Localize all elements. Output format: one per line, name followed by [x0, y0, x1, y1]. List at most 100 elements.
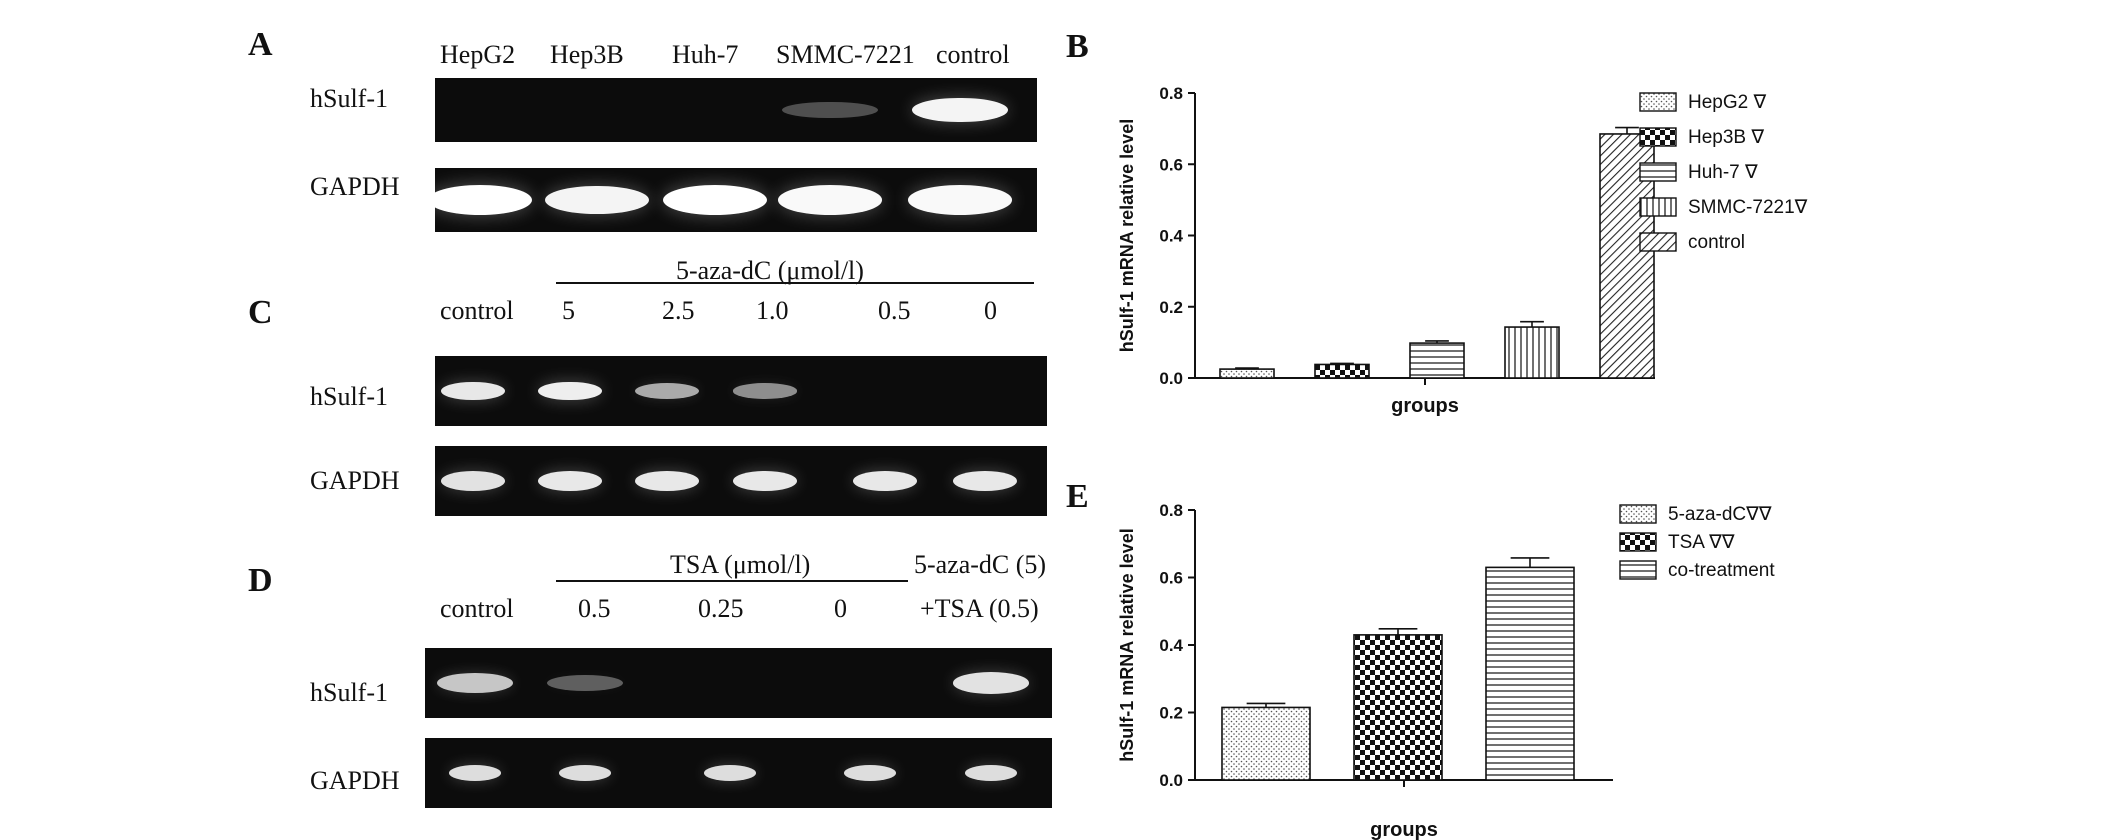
gel-band — [965, 765, 1017, 781]
gel-band — [663, 185, 767, 215]
x-axis-label: groups — [1391, 395, 1459, 417]
panel-letter-e: E — [1066, 478, 1089, 515]
bar-hep3b — [1314, 363, 1370, 379]
gel-band — [449, 765, 501, 781]
gel-band — [844, 765, 896, 781]
row-label-hsulf1: hSulf-1 — [310, 84, 388, 113]
gel-band — [635, 470, 699, 492]
legend-label: 5-aza-dC∇∇ — [1668, 504, 1772, 525]
gel-band — [545, 185, 649, 215]
legend-label: HepG2 ∇ — [1688, 92, 1766, 113]
legend-swatch — [1639, 127, 1677, 147]
lane-label-0-5: 0.5 — [878, 296, 911, 325]
gel-band — [778, 185, 882, 215]
gel-band — [441, 381, 505, 401]
legend-swatch — [1639, 197, 1677, 217]
panel-letter-a: A — [248, 26, 273, 63]
gel-band — [733, 383, 797, 399]
treatment-label: 5-aza-dC (μmol/l) — [676, 256, 864, 285]
lane-label-0-25: 0.25 — [698, 594, 744, 623]
lane-label-2-5: 2.5 — [662, 296, 695, 325]
gel-blot-gapdh — [435, 446, 1047, 516]
legend-swatch — [1619, 560, 1657, 580]
bar-hepg2 — [1219, 368, 1275, 379]
gel-blot-gapdh — [425, 738, 1052, 808]
gel-band — [704, 765, 756, 781]
lane-label-combo: +TSA (0.5) — [920, 594, 1039, 623]
legend-swatch — [1639, 232, 1677, 252]
gel-band — [538, 470, 602, 492]
row-label-gapdh: GAPDH — [310, 466, 400, 495]
bar-co-treatment — [1485, 566, 1575, 781]
bar-smmc-7221 — [1504, 326, 1560, 379]
x-axis-label: groups — [1370, 819, 1438, 840]
gel-blot-hsulf1 — [435, 356, 1047, 426]
gel-blot-hsulf1 — [435, 78, 1037, 142]
treatment-label: TSA (μmol/l) — [670, 550, 811, 579]
lane-label-hep3b: Hep3B — [550, 40, 624, 69]
lane-label-hepg2: HepG2 — [440, 40, 516, 69]
legend-label: control — [1688, 232, 1745, 253]
legend-label: TSA ∇∇ — [1668, 532, 1735, 553]
gel-band — [733, 470, 797, 492]
legend-swatch — [1619, 504, 1657, 524]
lane-label-0: 0 — [984, 296, 997, 325]
row-label-gapdh: GAPDH — [310, 172, 400, 201]
gel-band — [435, 185, 532, 215]
treatment-bracket — [556, 580, 908, 582]
bar-chart-e: 0.0 0.2 0.4 0.6 0.8 hSulf-1 mRNA relative lev… — [1117, 501, 1775, 840]
y-tick-label: 0.6 — [1159, 569, 1183, 588]
gel-band — [853, 470, 917, 492]
panel-letter-b: B — [1066, 28, 1089, 65]
gel-band — [912, 97, 1008, 123]
row-label-gapdh: GAPDH — [310, 766, 400, 795]
lane-label-smmc7221: SMMC-7221 — [776, 40, 915, 69]
lane-label-control: control — [440, 296, 514, 325]
bar-tsa — [1353, 634, 1443, 781]
y-tick-label: 0.4 — [1159, 636, 1183, 655]
y-tick-label: 0.6 — [1159, 155, 1183, 174]
bar-5-aza-dc — [1221, 706, 1311, 781]
gel-band — [437, 672, 513, 694]
legend-swatch — [1639, 92, 1677, 112]
legend-label: SMMC-7221∇ — [1688, 197, 1808, 218]
gel-band — [538, 381, 602, 401]
gel-band — [908, 185, 1012, 215]
treatment-bracket — [556, 282, 1034, 284]
gel-band — [635, 383, 699, 399]
y-tick-label: 0.8 — [1159, 84, 1183, 103]
lane-label-5: 5 — [562, 296, 575, 325]
y-tick-label: 0.2 — [1159, 298, 1183, 317]
bar-huh-7 — [1409, 342, 1465, 379]
lane-label-control: control — [936, 40, 1010, 69]
gel-band — [559, 765, 611, 781]
gel-band — [953, 672, 1029, 694]
y-axis-label: hSulf-1 mRNA relative level — [1117, 119, 1137, 352]
lane-label-0-5: 0.5 — [578, 594, 611, 623]
gel-blot-hsulf1 — [425, 648, 1052, 718]
gel-band — [782, 101, 878, 119]
combo-label: 5-aza-dC (5) — [914, 550, 1047, 579]
gel-blot-gapdh — [435, 168, 1037, 232]
y-tick-label: 0.8 — [1159, 501, 1183, 520]
legend-swatch — [1619, 532, 1657, 552]
lane-label-0: 0 — [834, 594, 847, 623]
y-axis-label: hSulf-1 mRNA relative level — [1117, 528, 1137, 761]
bar-chart-b: 0.0 0.2 0.4 0.6 0.8 hSulf-1 mRNA relative lev… — [1117, 84, 1808, 417]
lane-label-1-0: 1.0 — [756, 296, 789, 325]
gel-band — [547, 674, 623, 692]
legend-label: Hep3B ∇ — [1688, 127, 1764, 148]
legend-label: Huh-7 ∇ — [1688, 162, 1758, 183]
lane-label-huh7: Huh-7 — [672, 40, 739, 69]
lane-label-control: control — [440, 594, 514, 623]
panel-letter-c: C — [248, 294, 273, 331]
y-tick-label: 0.0 — [1159, 369, 1183, 388]
legend-swatch — [1639, 162, 1677, 182]
gel-band — [441, 471, 505, 491]
row-label-hsulf1: hSulf-1 — [310, 678, 388, 707]
y-tick-label: 0.0 — [1159, 771, 1183, 790]
legend-label: co-treatment — [1668, 560, 1775, 581]
y-tick-label: 0.4 — [1159, 227, 1183, 246]
row-label-hsulf1: hSulf-1 — [310, 382, 388, 411]
y-tick-label: 0.2 — [1159, 704, 1183, 723]
